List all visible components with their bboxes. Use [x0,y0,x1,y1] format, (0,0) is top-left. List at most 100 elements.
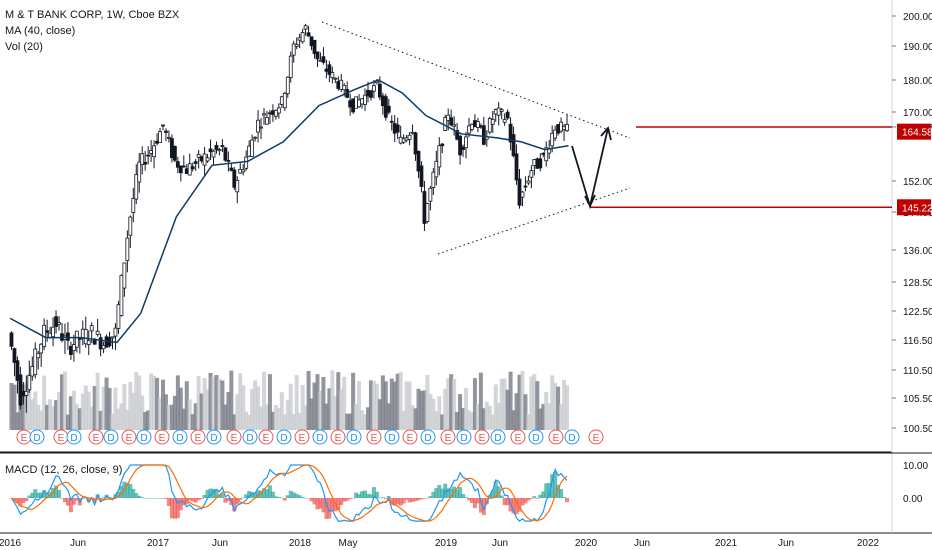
candle-body[interactable] [380,95,385,107]
candle-body[interactable] [303,25,308,30]
earnings-marker[interactable] [88,429,104,445]
dividend-marker[interactable] [276,429,292,445]
candle-body[interactable] [125,237,130,262]
candle-body[interactable] [410,131,415,134]
earnings-marker[interactable] [121,429,137,445]
candle-body[interactable] [199,156,204,162]
candle-body[interactable] [386,105,391,113]
ma-legend[interactable]: MA (40, close) [5,25,76,37]
candle-body[interactable] [285,76,290,95]
candle-body[interactable] [208,148,213,153]
candle-body[interactable] [428,187,433,202]
candle-body[interactable] [559,121,563,132]
candle-body[interactable] [523,185,528,188]
candle-body[interactable] [437,145,442,168]
candle-body[interactable] [502,119,507,123]
candle-body[interactable] [505,111,510,119]
candle-body[interactable] [69,346,73,355]
candle-body[interactable] [193,161,198,164]
candle-body[interactable] [104,336,109,348]
candle-body[interactable] [119,275,124,316]
dividend-marker[interactable] [66,429,82,445]
candle-body[interactable] [282,92,287,109]
dividend-marker[interactable] [206,429,222,445]
candle-body[interactable] [253,136,257,139]
candle-body[interactable] [172,145,177,161]
dividend-marker[interactable] [564,429,580,445]
candle-body[interactable] [535,158,540,169]
candle-body[interactable] [241,169,246,173]
candle-body[interactable] [217,149,222,152]
lower-trendline[interactable] [437,187,631,255]
candle-body[interactable] [24,390,29,396]
candle-body[interactable] [57,322,61,325]
earnings-marker[interactable] [588,429,604,445]
candle-body[interactable] [556,124,561,134]
candle-body[interactable] [348,100,353,108]
candle-body[interactable] [181,165,186,168]
candle-body[interactable] [113,327,118,337]
candle-body[interactable] [565,124,569,132]
candle-body[interactable] [211,150,216,158]
candle-body[interactable] [220,145,225,147]
dividend-marker[interactable] [172,429,188,445]
candle-body[interactable] [89,325,94,332]
candle-body[interactable] [265,116,269,125]
candle-body[interactable] [363,94,367,105]
candle-body[interactable] [446,114,451,121]
candle-body[interactable] [158,131,162,143]
candle-body[interactable] [39,343,44,354]
projection-path[interactable] [571,127,609,210]
candle-body[interactable] [449,117,454,126]
candle-body[interactable] [232,169,237,188]
candle-body[interactable] [244,156,249,169]
current-price-tag[interactable] [897,123,931,140]
candle-body[interactable] [467,125,471,134]
earnings-marker[interactable] [366,429,382,445]
candle-body[interactable] [544,147,549,162]
candle-body[interactable] [481,125,486,145]
candle-body[interactable] [271,110,275,115]
candle-body[interactable] [110,336,115,339]
candle-body[interactable] [273,110,278,117]
candle-body[interactable] [161,124,165,127]
candle-body[interactable] [128,216,133,236]
dividend-marker[interactable] [384,429,400,445]
candle-body[interactable] [407,134,412,140]
candle-body[interactable] [45,330,50,333]
candle-body[interactable] [333,77,338,80]
candle-body[interactable] [541,152,546,155]
candle-body[interactable] [324,68,329,72]
earnings-marker[interactable] [330,429,346,445]
price-axis[interactable]: 200.00190.00180.00170.00165.77152.00144.… [892,12,932,435]
candle-body[interactable] [443,117,448,131]
candle-body[interactable] [134,174,139,200]
candle-body[interactable] [493,109,498,115]
candle-body[interactable] [476,121,480,128]
candle-body[interactable] [309,36,314,46]
candle-body[interactable] [140,153,145,166]
candle-body[interactable] [98,337,103,350]
candle-body[interactable] [143,161,148,165]
earnings-marker[interactable] [190,429,206,445]
dividend-marker[interactable] [490,429,506,445]
candle-body[interactable] [470,124,474,130]
earnings-marker[interactable] [510,429,526,445]
candle-body[interactable] [526,180,531,184]
candle-body[interactable] [95,330,100,335]
candle-body[interactable] [74,330,79,348]
dividend-marker[interactable] [528,429,544,445]
candle-body[interactable] [48,332,53,338]
candle-body[interactable] [425,203,430,222]
candle-body[interactable] [508,123,513,143]
candle-body[interactable] [30,366,35,377]
candle-body[interactable] [77,337,82,340]
candle-body[interactable] [562,126,566,130]
candle-body[interactable] [455,130,460,140]
candle-body[interactable] [256,119,260,133]
candle-body[interactable] [490,119,495,125]
candle-body[interactable] [294,44,299,47]
candle-body[interactable] [360,98,364,105]
earnings-marker[interactable] [294,429,310,445]
